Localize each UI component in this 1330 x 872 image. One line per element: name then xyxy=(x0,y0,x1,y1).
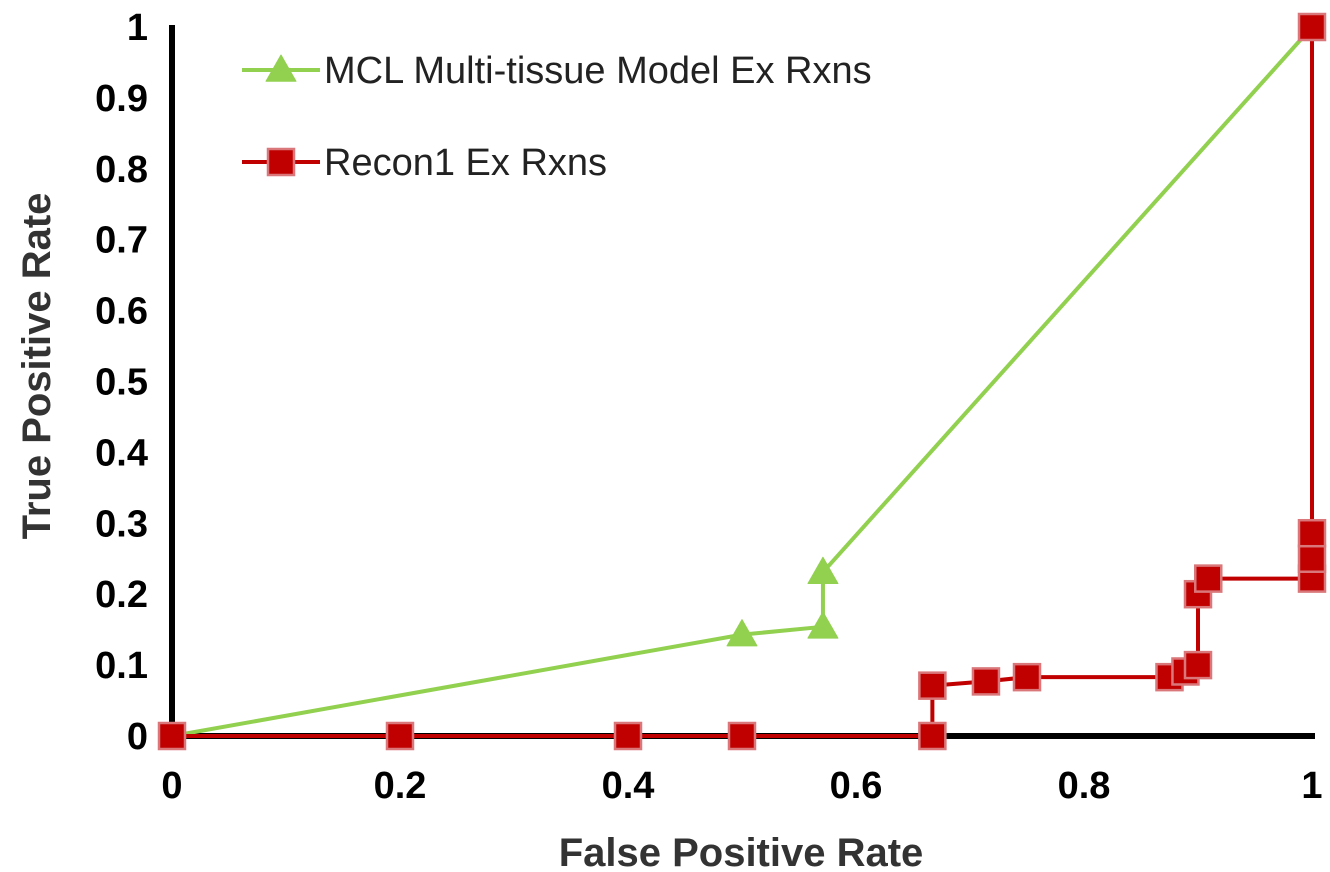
axes: 0 0.2 0.4 0.6 0.8 1 0 0.1 0.2 0.3 0.4 0.5 0.6 0.7 0.8 0… xyxy=(95,7,1322,807)
legend: MCL Multi-tissue Model Ex Rxns Recon1 Ex … xyxy=(242,50,872,184)
series-mcl xyxy=(171,25,1314,738)
data-point-recon1 xyxy=(918,721,947,751)
data-point-recon1 xyxy=(918,671,947,700)
y-tick-label: 0.1 xyxy=(95,645,148,687)
x-tick-label: 0.4 xyxy=(602,765,655,807)
y-tick-label: 0.6 xyxy=(95,291,148,333)
series-recon1 xyxy=(157,12,1327,751)
x-tick-label: 0.6 xyxy=(830,765,883,807)
y-tick-label: 1 xyxy=(127,7,148,49)
legend-entry-mcl: MCL Multi-tissue Model Ex Rxns xyxy=(242,50,872,92)
data-point-recon1 xyxy=(1183,650,1213,680)
data-point-recon1 xyxy=(613,721,643,751)
data-point-recon1 xyxy=(1012,662,1042,692)
x-tick-label: 0 xyxy=(161,765,182,807)
data-point-recon1 xyxy=(157,721,187,751)
y-tick-label: 0.4 xyxy=(95,432,148,474)
data-point-recon1 xyxy=(385,721,415,751)
x-axis-title: False Positive Rate xyxy=(559,831,924,872)
data-point-recon1 xyxy=(1297,12,1327,42)
legend-label-recon1: Recon1 Ex Rxns xyxy=(324,142,607,184)
data-point-recon1 xyxy=(971,667,1001,696)
legend-label-mcl: MCL Multi-tissue Model Ex Rxns xyxy=(324,50,872,92)
legend-entry-recon1: Recon1 Ex Rxns xyxy=(242,142,607,184)
data-point-mcl xyxy=(726,619,758,647)
y-tick-label: 0 xyxy=(127,716,148,758)
legend-marker-mcl xyxy=(265,54,297,82)
data-point-recon1 xyxy=(1194,564,1223,593)
y-axis-title: True Positive Rate xyxy=(15,193,59,540)
data-point-mcl xyxy=(807,556,839,584)
data-point-recon1 xyxy=(1297,518,1327,548)
x-tick-label: 0.8 xyxy=(1058,765,1111,807)
y-tick-label: 0.2 xyxy=(95,574,148,616)
series-group xyxy=(157,12,1327,751)
data-point-recon1 xyxy=(1297,544,1327,573)
y-tick-label: 0.9 xyxy=(95,78,148,120)
y-tick-label: 0.5 xyxy=(95,362,148,404)
x-tick-label: 1 xyxy=(1301,765,1322,807)
data-point-mcl xyxy=(807,611,839,639)
y-tick-label: 0.7 xyxy=(95,220,148,262)
data-point-recon1 xyxy=(727,721,757,751)
y-tick-label: 0.8 xyxy=(95,149,148,191)
legend-marker-recon1 xyxy=(266,147,296,177)
y-tick-label: 0.3 xyxy=(95,503,148,545)
x-tick-label: 0.2 xyxy=(374,765,427,807)
